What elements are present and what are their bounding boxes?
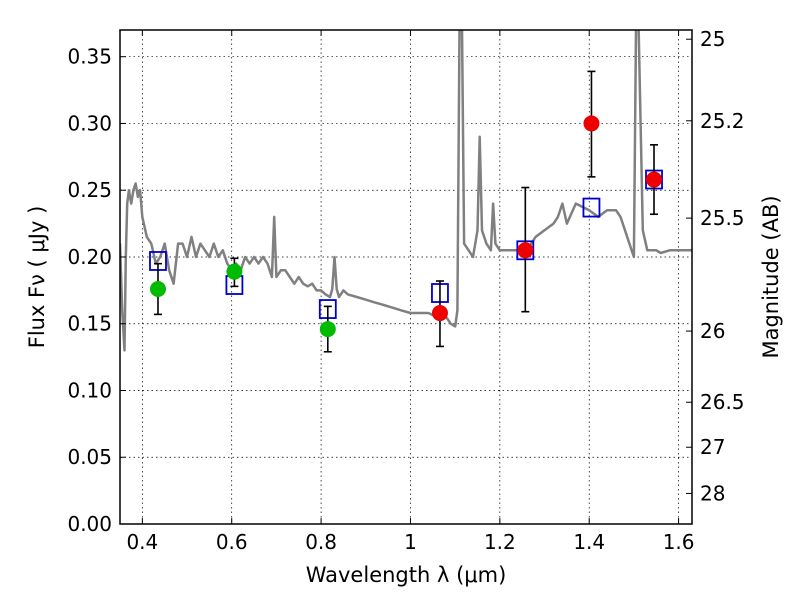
observed-point: [226, 263, 243, 280]
spectrum-line: [120, 30, 692, 352]
observed-point: [431, 305, 448, 322]
y-tick-label: 0.30: [67, 111, 112, 135]
observed-point: [319, 321, 336, 338]
right-tick-label: 25.5: [700, 206, 745, 230]
right-tick-label: 28: [700, 481, 725, 505]
right-tick-label: 27: [700, 435, 725, 459]
right-tick-label: 25.2: [700, 109, 745, 133]
x-tick-label: 1.2: [484, 530, 516, 554]
right-tick-label: 26: [700, 319, 725, 343]
observed-point: [517, 242, 534, 259]
right-axis-label: Magnitude (AB): [759, 195, 783, 358]
y-tick-label: 0.25: [67, 178, 112, 202]
observed-point: [646, 171, 663, 188]
y-tick-label: 0.10: [67, 378, 112, 402]
plot-frame: [119, 29, 693, 525]
x-tick-label: 0.8: [305, 530, 337, 554]
spectrum-layer: [120, 30, 692, 352]
y-tick-label: 0.00: [67, 512, 112, 536]
y-tick-label: 0.15: [67, 312, 112, 336]
y-tick-label: 0.05: [67, 445, 112, 469]
x-tick-label: 0.4: [126, 530, 158, 554]
x-tick-label: 0.6: [216, 530, 248, 554]
grid: [120, 30, 692, 524]
right-tick-label: 26.5: [700, 390, 745, 414]
x-axis-label: Wavelength λ (μm): [306, 563, 507, 587]
x-tick-label: 1.4: [573, 530, 605, 554]
y-axis-label: Flux Fν ( μJy ): [25, 206, 49, 349]
model-photometry-square: [582, 197, 601, 218]
observed-point: [149, 281, 166, 298]
marker-layer: [149, 70, 663, 353]
tick-layer: 0.4 0.6 0.8 1 1.2 1.4 1.6 0.00 0.05 0.10 0.15 0.20 0…: [67, 27, 744, 554]
right-tick-label: 25: [700, 27, 725, 51]
observed-point: [583, 115, 600, 132]
y-tick-label: 0.35: [67, 45, 112, 69]
x-tick-label: 1: [404, 530, 417, 554]
x-tick-label: 1.6: [663, 530, 695, 554]
y-tick-label: 0.20: [67, 245, 112, 269]
